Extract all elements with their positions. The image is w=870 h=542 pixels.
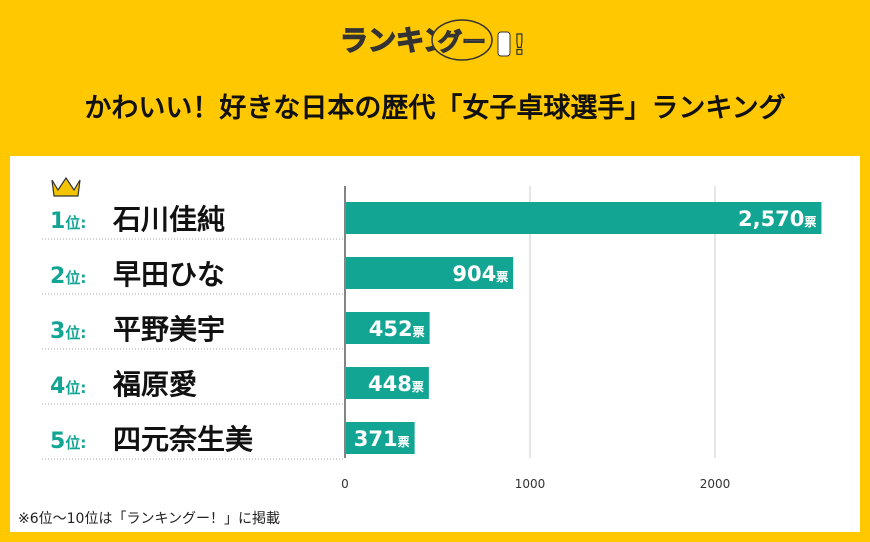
- player-name: 福原愛: [112, 368, 197, 401]
- value-label: 448票: [368, 372, 424, 396]
- ranking-goo-logo: ランキン グー !: [339, 19, 526, 62]
- bar-chart: 0 1000 2000 1位: 石川佳純 2,570票 2位: 早田ひな 904票 3位: 平野美宇…: [42, 176, 822, 491]
- bar: [346, 312, 430, 344]
- player-name: 早田ひな: [113, 258, 225, 291]
- x-tick-label: 2000: [700, 477, 731, 491]
- bar: [346, 422, 415, 454]
- player-name: 石川佳純: [112, 203, 225, 236]
- rank-label: 1位:: [50, 209, 86, 234]
- bar: [346, 257, 514, 289]
- bar: [346, 202, 822, 234]
- value-label: 904票: [452, 262, 508, 286]
- svg-text:グー: グー: [438, 28, 486, 56]
- x-tick-label: 1000: [515, 477, 546, 491]
- value-label: 371票: [354, 427, 410, 451]
- svg-text:!: !: [513, 28, 526, 61]
- rank-label: 4位:: [50, 374, 86, 399]
- value-label: 452票: [369, 317, 425, 341]
- value-label: 2,570票: [738, 207, 816, 231]
- bar: [346, 367, 429, 399]
- player-name: 平野美宇: [113, 313, 225, 346]
- x-tick-label: 0: [341, 477, 349, 491]
- page-title: かわいい！好きな日本の歴代「女子卓球選手」ランキング: [84, 93, 786, 124]
- crown-icon: [51, 176, 81, 197]
- chart-panel: 0 1000 2000 1位: 石川佳純 2,570票 2位: 早田ひな 904票 3位: 平野美宇…: [10, 156, 860, 532]
- footnote: ※6位～10位は「ランキングー！」に掲載: [18, 511, 281, 527]
- rank-label: 5位:: [50, 429, 86, 454]
- rank-label: 2位:: [50, 264, 86, 289]
- rank-label: 3位:: [50, 319, 86, 344]
- player-name: 四元奈生美: [113, 423, 253, 456]
